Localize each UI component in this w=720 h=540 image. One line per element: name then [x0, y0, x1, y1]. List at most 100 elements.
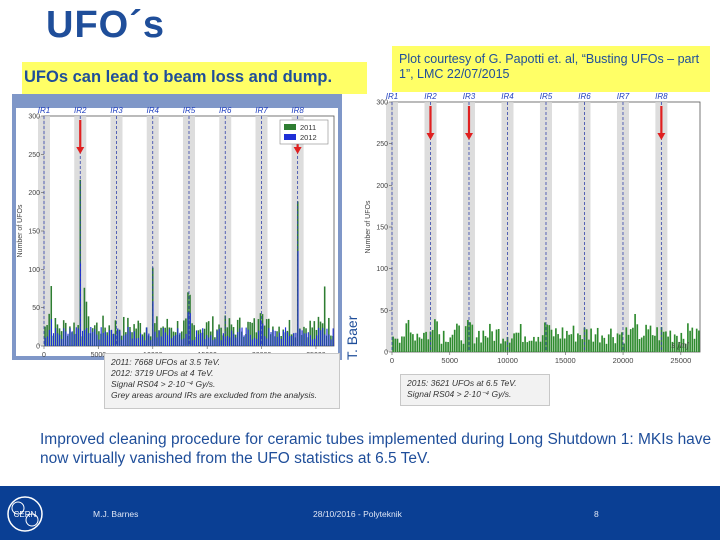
ir-label: IR1 [38, 106, 50, 115]
histogram-bar-2011 [143, 332, 146, 346]
histogram-bar-2012 [71, 331, 73, 346]
histogram-bar-2011 [102, 315, 104, 346]
histogram-bar-2015 [605, 343, 608, 352]
histogram-bar-2015 [486, 337, 489, 352]
histogram-bar-2015 [645, 324, 647, 352]
histogram-bar-2015 [610, 328, 612, 352]
histogram-bar-2012 [266, 338, 268, 346]
histogram-bar-2011 [87, 316, 90, 346]
red-arrow-head [293, 147, 302, 154]
histogram-bar-2015 [467, 320, 469, 352]
histogram-bar-2015 [647, 329, 650, 352]
histogram-bar-2012 [231, 330, 233, 346]
histogram-bar-2011 [265, 319, 268, 346]
histogram-bar-2012 [69, 328, 71, 346]
x-tick-label: 0 [390, 356, 394, 365]
y-axis-label: Number of UFOs [17, 204, 24, 257]
histogram-bar-2012 [260, 319, 262, 346]
histogram-bar-2012 [160, 336, 162, 346]
histogram-bar-2011 [191, 323, 193, 346]
histogram-bar-2012 [189, 313, 191, 346]
histogram-bar-2015 [552, 336, 555, 352]
ir-label: IR6 [578, 92, 591, 101]
histogram-bar-2015 [643, 335, 645, 352]
histogram-bar-2012 [197, 334, 200, 346]
histogram-bar-2012 [119, 330, 121, 346]
histogram-bar-2012 [212, 340, 214, 346]
histogram-bar-2012 [216, 330, 218, 346]
legend-label: 2012 [300, 133, 317, 142]
histogram-bar-2011 [180, 331, 183, 346]
histogram-bar-2012 [255, 338, 258, 346]
histogram-bar-2012 [253, 337, 256, 346]
red-arrow-head [76, 147, 85, 154]
histogram-bar-2015 [678, 341, 680, 352]
histogram-bar-2012 [44, 338, 46, 346]
histogram-bar-2012 [204, 339, 206, 346]
histogram-bar-2015 [396, 338, 399, 352]
histogram-bar-2015 [695, 328, 698, 352]
histogram-bar-2015 [445, 341, 447, 352]
histogram-bar-2012 [185, 333, 187, 346]
note-line: Signal RS04 > 2·10⁻⁴ Gy/s. [407, 389, 512, 399]
ir-label: IR3 [110, 106, 123, 115]
histogram-bar-2011 [44, 326, 46, 346]
photo-credit-label: T. Baer [344, 315, 360, 360]
histogram-bar-2015 [599, 342, 601, 352]
histogram-bar-2012 [156, 337, 158, 346]
histogram-bar-2012 [98, 339, 100, 346]
histogram-bar-2015 [403, 336, 405, 352]
y-tick-label: 50 [32, 305, 40, 312]
histogram-bar-2015 [561, 327, 564, 352]
histogram-bar-2011 [220, 327, 222, 346]
cern-logo: CERN [7, 496, 43, 532]
histogram-bar-2015 [416, 333, 419, 352]
chart-2015: IR1 IR2 IR3 IR4 IR5 IR6 IR7 IR8 0 50 100 150 200 250 3… [365, 92, 701, 365]
histogram-bar-2012 [278, 332, 280, 346]
histogram-bar-2011 [253, 318, 256, 346]
histogram-bar-2015 [614, 343, 617, 352]
histogram-bar-2011 [323, 286, 326, 346]
histogram-bar-2012 [303, 333, 305, 346]
histogram-bar-2012 [104, 331, 106, 346]
histogram-bar-2012 [46, 336, 48, 346]
histogram-bar-2015 [401, 336, 403, 352]
histogram-bar-2015 [682, 338, 685, 352]
histogram-bar-2011 [50, 286, 53, 346]
histogram-bar-2012 [148, 333, 150, 346]
histogram-bar-2015 [469, 322, 471, 352]
red-arrow-head [464, 133, 473, 140]
histogram-bar-2012 [245, 327, 247, 346]
histogram-bar-2012 [166, 335, 169, 346]
histogram-bar-2012 [229, 337, 231, 346]
histogram-bar-2015 [651, 335, 654, 352]
histogram-bar-2015 [482, 330, 485, 352]
histogram-bar-2015 [592, 341, 595, 352]
histogram-bar-2012 [210, 335, 212, 346]
left-chart-note: 2011: 7668 UFOs at 3.5 TeV. 2012: 3719 U… [104, 353, 340, 409]
histogram-bar-2011 [193, 325, 195, 346]
histogram-bar-2015 [511, 338, 513, 352]
courtesy-highlight [392, 46, 710, 92]
histogram-bar-2012 [181, 339, 183, 346]
note-line: 2015: 3621 UFOs at 6.5 TeV. [407, 378, 517, 388]
note-line: 2011: 7668 UFOs at 3.5 TeV. [111, 357, 220, 367]
histogram-bar-2012 [301, 330, 303, 346]
histogram-bar-2015 [528, 340, 531, 352]
histogram-bar-2012 [135, 338, 137, 346]
histogram-bar-2015 [535, 341, 537, 352]
subtitle-highlight [22, 62, 367, 94]
histogram-bar-2015 [537, 336, 540, 352]
histogram-bar-2012 [274, 330, 276, 346]
histogram-bar-2015 [555, 328, 557, 352]
histogram-bar-2015 [489, 323, 491, 352]
histogram-bar-2015 [621, 332, 623, 352]
histogram-bar-2011 [263, 325, 266, 346]
histogram-bar-2012 [177, 328, 179, 346]
histogram-bar-2012 [154, 331, 156, 346]
histogram-bar-2012 [220, 340, 222, 346]
ir-label: IR1 [386, 92, 398, 101]
histogram-bar-2012 [81, 330, 84, 346]
histogram-bar-2015 [656, 327, 658, 352]
histogram-bar-2012 [123, 335, 125, 346]
